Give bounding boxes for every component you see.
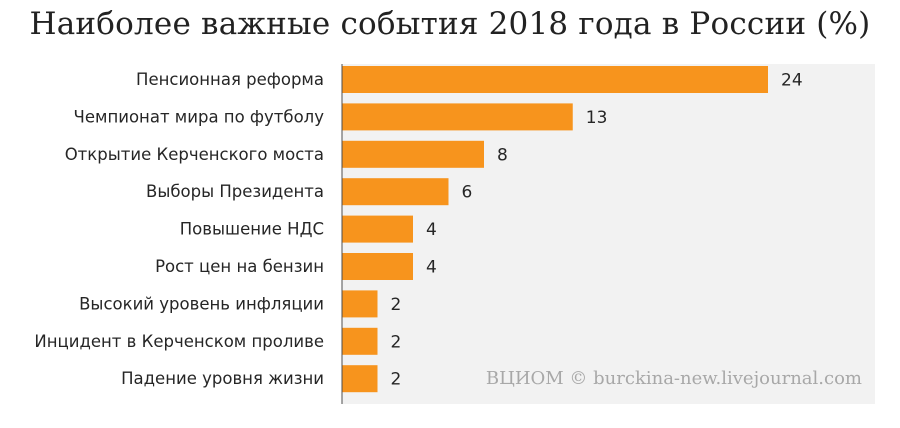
category-label: Пенсионная реформа	[136, 70, 324, 89]
value-label: 4	[426, 258, 437, 278]
bar	[342, 365, 378, 393]
bar	[342, 215, 413, 243]
bar	[342, 103, 573, 131]
category-label: Высокий уровень инфляции	[79, 294, 324, 313]
bars-group	[342, 66, 768, 393]
value-label: 24	[781, 71, 803, 91]
value-labels-group: 24 13 8 6 4 4 2 2 2	[391, 71, 803, 390]
bar	[342, 290, 378, 318]
category-label: Открытие Керченского моста	[65, 145, 324, 164]
category-labels-group: Пенсионная реформа Чемпионат мира по футб…	[34, 70, 324, 388]
bar	[342, 178, 449, 206]
watermark-annotation: ВЦИОМ © burckina-new.livejournal.com	[486, 368, 862, 389]
category-label: Чемпионат мира по футболу	[74, 107, 325, 126]
category-label: Повышение НДС	[180, 220, 324, 239]
category-label: Инцидент в Керченском проливе	[34, 332, 324, 351]
bar	[342, 253, 413, 280]
value-label: 2	[391, 370, 402, 390]
value-label: 2	[391, 332, 402, 352]
category-label: Выборы Президента	[146, 182, 324, 201]
bar	[342, 327, 378, 355]
value-label: 4	[426, 220, 437, 240]
chart-title: Наиболее важные события 2018 года в Росс…	[29, 6, 871, 42]
value-label: 13	[586, 108, 608, 128]
category-label: Падение уровня жизни	[121, 369, 324, 388]
category-label: Рост цен на бензин	[155, 257, 324, 276]
value-label: 8	[497, 145, 508, 165]
bar	[342, 66, 768, 93]
value-label: 6	[462, 183, 473, 203]
value-label: 2	[391, 295, 402, 315]
bar	[342, 140, 484, 168]
